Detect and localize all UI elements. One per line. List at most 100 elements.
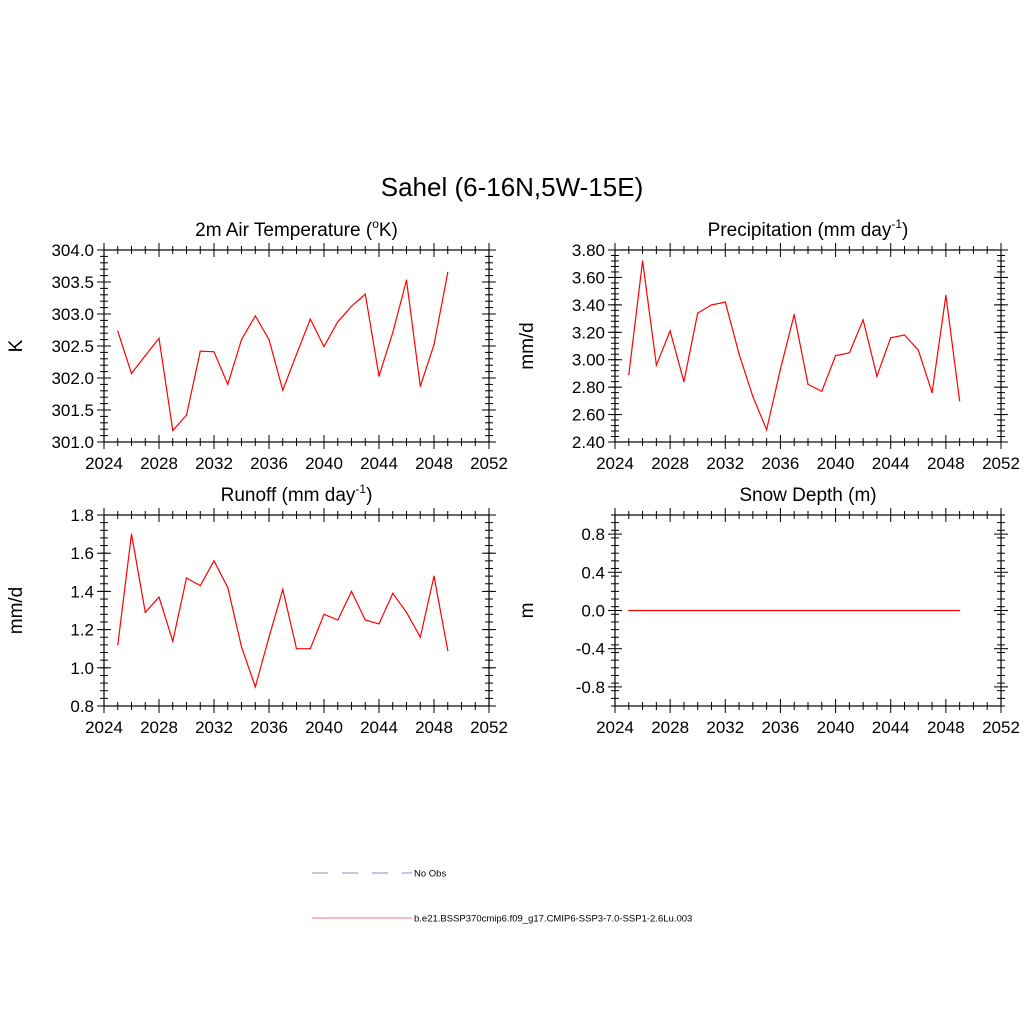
data-point [268,636,270,638]
data-point [876,375,878,377]
data-point [378,375,380,377]
x-tick-label: 2040 [817,454,855,473]
y-tick-label: 1.8 [70,506,94,525]
data-point [282,588,284,591]
x-tick-label: 2040 [305,454,343,473]
data-point [392,592,394,594]
x-tick-label: 2036 [762,718,800,737]
data-point [890,337,892,339]
panel-3: Runoff (mm day-1) mm/d 2024 2028 2032 2036 204… [6,482,508,737]
data-point [130,533,133,535]
y-tick-label: 0.4 [581,563,605,582]
y-tick-label: 2.40 [572,433,605,452]
data-point [710,304,713,306]
x-tick-label: 2032 [195,454,233,473]
data-point [903,609,906,612]
data-point [766,609,768,612]
data-point [185,577,188,579]
data-point [268,339,270,341]
data-point [669,330,671,332]
y-tick-label: 0.0 [581,602,605,621]
y-axis-label: mm/d [6,587,27,635]
data-point [172,640,174,642]
x-tick-label: 2036 [250,454,288,473]
data-point [641,609,644,612]
data-point [117,330,119,332]
data-point [158,337,160,339]
x-tick-label: 2040 [817,718,855,737]
series-line [117,272,449,432]
data-point [282,389,284,391]
data-point [862,319,864,321]
x-tick-label: 2052 [982,718,1020,737]
data-point [295,353,298,355]
x-tick-label: 2032 [706,454,744,473]
data-point [807,609,809,612]
data-point [213,351,215,353]
data-point [683,381,685,383]
plot-frame [103,249,490,443]
series-line [117,533,449,689]
data-point [917,349,919,351]
data-point [295,648,298,650]
x-tick-label: 2028 [140,454,178,473]
panel-title: Snow Depth (m) [739,485,876,506]
data-point [433,344,435,346]
y-tick-label: 301.5 [51,401,94,420]
data-point [172,429,174,432]
data-point [890,609,892,612]
data-point [337,321,339,323]
data-point [903,334,906,336]
data-point [323,613,325,615]
data-point [199,350,201,352]
x-tick-label: 2052 [470,454,508,473]
y-tick-label: 3.00 [572,351,605,370]
data-point [405,279,408,281]
y-tick-label: 304.0 [51,241,94,260]
plot-frame [103,514,490,707]
x-tick-label: 2024 [85,718,123,737]
x-tick-label: 2032 [706,718,744,737]
legend: No Obs b.e21.BSSP370cmip6.f09_g17.CMIP6-S… [312,869,692,925]
legend-label: No Obs [414,869,446,880]
x-tick-label: 2036 [250,718,288,737]
data-point [724,609,726,612]
y-tick-label: 3.40 [572,296,605,315]
data-point [848,352,850,354]
data-point [862,609,864,612]
data-point [254,315,256,317]
data-point [848,609,850,612]
x-tick-label: 2052 [982,454,1020,473]
y-axis-label: m [517,603,538,619]
data-point [350,305,353,307]
y-tick-label: -0.4 [576,640,605,659]
data-point [240,339,243,341]
data-point [766,429,768,431]
data-point [959,609,961,612]
x-tick-label: 2048 [927,454,965,473]
y-tick-label: 3.20 [572,323,605,342]
data-point [945,294,947,296]
data-point [350,590,353,593]
panel-4: Snow Depth (m) m 2024 2028 2032 2036 2040 2044 2… [517,485,1020,737]
data-point [738,353,740,355]
x-tick-label: 2032 [195,718,233,737]
data-point [697,609,699,612]
data-point [959,400,961,402]
legend-label: b.e21.BSSP370cmip6.f09_g17.CMIP6-SSP3-7.… [414,914,692,925]
x-tick-label: 2024 [596,454,634,473]
y-tick-label: 1.6 [70,544,94,563]
y-tick-label: 302.0 [51,369,94,388]
data-point [117,644,119,646]
y-tick-label: 3.60 [572,268,605,287]
data-point [144,611,146,614]
data-point [419,636,421,638]
y-axis-label: mm/d [517,322,538,370]
data-point [697,312,699,314]
data-point [447,650,449,652]
data-point [433,575,435,577]
data-point [185,414,188,416]
data-point [227,586,229,589]
x-tick-label: 2028 [651,454,689,473]
